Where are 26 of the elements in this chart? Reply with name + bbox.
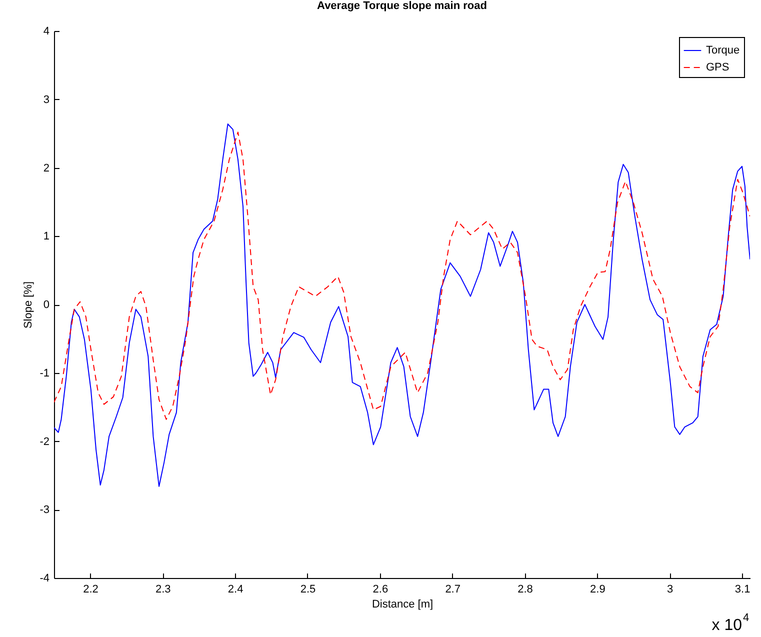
- y-tick-label: 3: [43, 94, 50, 106]
- x-tick-label: 2.2: [83, 584, 98, 596]
- y-tick-label: -2: [40, 436, 50, 448]
- chart-title: Average Torque slope main road: [317, 0, 487, 12]
- line-series: [54, 132, 750, 420]
- x-tick-label: 2.3: [155, 584, 171, 596]
- line-series: [54, 123, 750, 487]
- x-tick-label: 2.7: [445, 584, 460, 596]
- x-axis-title: Distance [m]: [372, 598, 434, 610]
- x-tick-label: 2.5: [300, 584, 316, 596]
- x-tick-label: 3.1: [734, 584, 750, 596]
- y-tick-label: 1: [43, 230, 50, 243]
- x-tick-label: 2.9: [590, 584, 606, 596]
- y-axis-title: Slope [%]: [22, 281, 35, 329]
- legend-label: GPS: [706, 62, 730, 74]
- y-tick-label: -4: [40, 572, 50, 584]
- y-tick-label: 0: [43, 299, 50, 311]
- legend-label: Torque: [706, 44, 740, 56]
- y-tick-label: -1: [40, 367, 50, 380]
- x-tick-label: 2.6: [372, 584, 388, 596]
- y-tick-label: 4: [43, 26, 50, 38]
- x-tick-label: 3: [667, 584, 674, 596]
- x-tick-label: 2.8: [518, 584, 533, 596]
- y-tick-label: 2: [43, 162, 50, 174]
- x-tick-label: 2.4: [228, 584, 244, 596]
- y-tick-label: -3: [40, 504, 50, 516]
